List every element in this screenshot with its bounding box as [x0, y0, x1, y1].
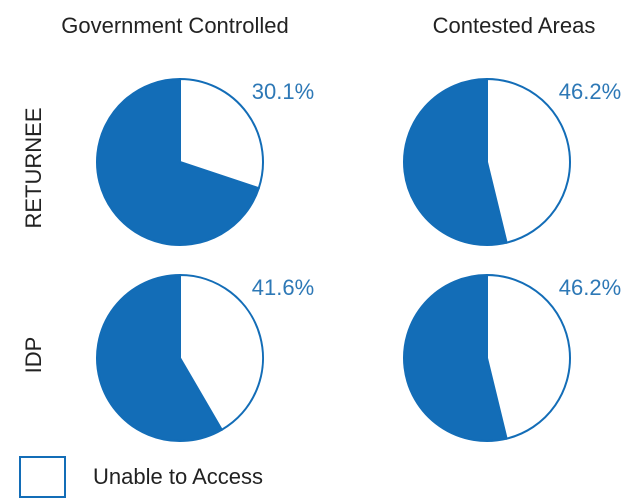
column-title-contested-areas: Contested Areas [433, 13, 596, 38]
pie-slice-remaining [96, 273, 224, 442]
row-label-idp: IDP [21, 337, 46, 374]
pie-slice-remaining [403, 273, 508, 442]
legend-swatch-unable-to-access [19, 456, 66, 498]
pie-value-label: 30.1% [252, 79, 314, 104]
pie-value-label: 41.6% [252, 275, 314, 300]
pie-slice-unable-to-access [179, 77, 264, 190]
pie-slice-remaining [96, 77, 261, 246]
pie-slice-unable-to-access [486, 273, 571, 440]
pie-slice-remaining [403, 77, 508, 246]
pie-value-label: 46.2% [559, 79, 621, 104]
pie-panels: 30.1% 46.2% 41.6% 46.2% [96, 77, 621, 442]
row-label-returnee: RETURNEE [21, 107, 46, 228]
legend-label-unable-to-access: Unable to Access [93, 464, 263, 489]
pie-value-label: 46.2% [559, 275, 621, 300]
pie-returnee-government-controlled: 30.1% [96, 77, 314, 246]
pie-slice-unable-to-access [179, 273, 264, 432]
column-title-government-controlled: Government Controlled [61, 13, 288, 38]
pie-idp-government-controlled: 41.6% [96, 273, 314, 442]
pie-returnee-contested-areas: 46.2% [403, 77, 621, 246]
pie-idp-contested-areas: 46.2% [403, 273, 621, 442]
pie-slice-unable-to-access [486, 77, 571, 244]
